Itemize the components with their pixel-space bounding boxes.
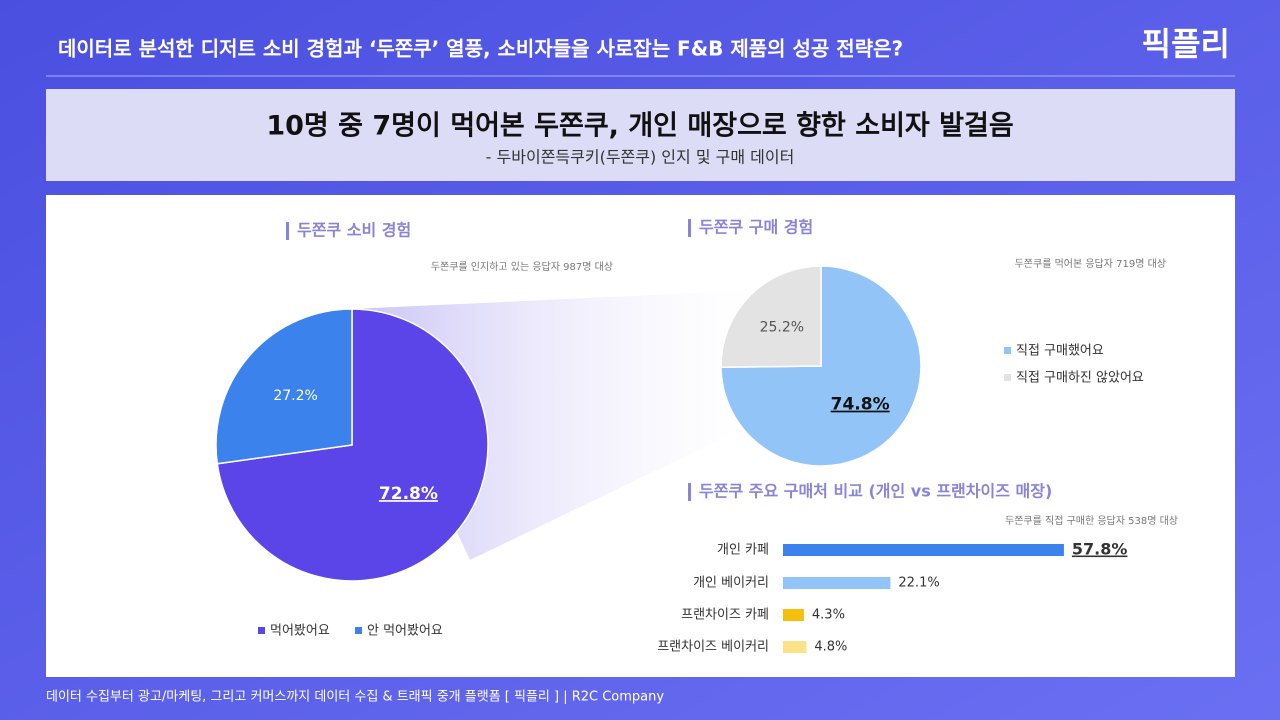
- banner-title: 10명 중 7명이 먹어본 두쫀쿠, 개인 매장으로 향한 소비자 발걸음: [266, 111, 1013, 142]
- title-bar: [688, 219, 691, 237]
- slice-label: 25.2%: [760, 319, 804, 335]
- legend-swatch: [355, 627, 362, 634]
- slice-label: 74.8%: [831, 395, 890, 415]
- legend-label: 안 먹어봤어요: [367, 624, 443, 639]
- slice-label: 72.8%: [379, 484, 438, 504]
- legend-swatch: [1004, 374, 1011, 381]
- value-label: 4.3%: [812, 608, 845, 623]
- category-label: 프랜차이즈 베이커리: [657, 640, 769, 655]
- value-label: 22.1%: [898, 576, 939, 591]
- banner-subtitle: - 두바이쫀득쿠키(두쫀쿠) 인지 및 구매 데이터: [486, 148, 795, 167]
- category-label: 개인 베이커리: [693, 576, 769, 591]
- legend-label: 직접 구매하진 않았어요: [1016, 371, 1144, 386]
- chart-note: 두쫀쿠를 먹어본 응답자 719명 대상: [1015, 258, 1166, 270]
- legend-swatch: [258, 627, 265, 634]
- value-label: 4.8%: [814, 640, 847, 655]
- chart-note: 두쫀쿠를 직접 구매한 응답자 538명 대상: [1005, 515, 1178, 527]
- pie-slice: [720, 265, 822, 369]
- legend-label: 먹어봤어요: [270, 624, 330, 639]
- footer: 데이터 수집부터 광고/마케팅, 그리고 커머스까지 데이터 수집 & 트래픽 …: [46, 690, 664, 705]
- chart-title: 두쫀쿠 소비 경험: [297, 221, 411, 240]
- pie-slice: [215, 308, 353, 465]
- slice-label: 27.2%: [273, 388, 317, 404]
- category-label: 개인 카페: [717, 543, 769, 558]
- legend-swatch: [1004, 347, 1011, 354]
- title-bar: [286, 222, 289, 240]
- bar: [783, 641, 807, 653]
- bar: [783, 577, 891, 589]
- bar: [783, 544, 1064, 556]
- banner: [46, 89, 1235, 181]
- chart-note: 두쫀쿠를 인지하고 있는 응답자 987명 대상: [431, 260, 613, 273]
- legend-label: 직접 구매했어요: [1016, 343, 1104, 359]
- title-bar: [688, 483, 691, 501]
- value-label: 57.8%: [1072, 540, 1128, 559]
- chart-title: 두쫀쿠 주요 구매처 비교 (개인 vs 프랜차이즈 매장): [699, 482, 1052, 501]
- category-label: 프랜차이즈 카페: [681, 608, 769, 623]
- bar: [783, 609, 804, 621]
- logo: 픽플리: [1142, 25, 1230, 63]
- header-title: 데이터로 분석한 디저트 소비 경험과 ‘두쫀쿠’ 열풍, 소비자들을 사로잡는…: [58, 37, 903, 61]
- chart-title: 두쫀쿠 구매 경험: [699, 218, 813, 237]
